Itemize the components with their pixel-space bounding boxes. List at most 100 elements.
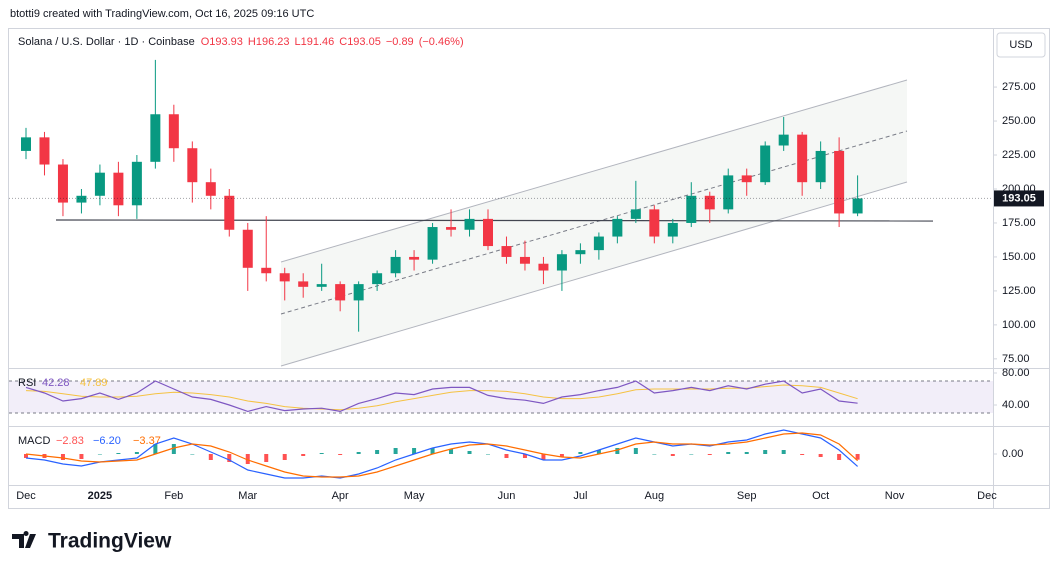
histogram-bar — [818, 454, 823, 457]
ohlc-value: −0.89 — [386, 36, 414, 48]
histogram-bar — [60, 454, 65, 460]
candle-body — [168, 114, 179, 149]
ohlc-value: L191.46 — [294, 36, 334, 48]
macd-value: −6.20 — [93, 435, 121, 447]
histogram-bar — [504, 454, 509, 458]
candle-body — [593, 236, 604, 251]
histogram-bar — [578, 452, 583, 454]
histogram-bar — [245, 454, 250, 464]
histogram-bar — [79, 454, 84, 459]
x-tick-label: Aug — [645, 490, 665, 502]
histogram-bar — [97, 454, 102, 455]
histogram-bar — [541, 454, 546, 460]
histogram-bar — [486, 454, 490, 455]
attribution: btotti9 created with TradingView.com, Oc… — [10, 8, 314, 20]
y-tick-label: 100.00 — [1002, 319, 1036, 331]
support-line — [55, 219, 934, 222]
candle-body — [704, 195, 715, 210]
x-tick-label: Sep — [737, 490, 757, 502]
y-tick-label: 125.00 — [1002, 285, 1036, 297]
x-tick-label: Jun — [498, 490, 516, 502]
x-tick-label: Dec — [977, 490, 997, 502]
histogram-bar — [338, 454, 343, 455]
y-tick-label: 40.00 — [1002, 399, 1030, 411]
candle-body — [205, 182, 216, 196]
candle-body — [834, 150, 845, 214]
candle-body — [113, 172, 124, 206]
candle-body — [224, 195, 235, 230]
ohlc-value: C193.05 — [339, 36, 381, 48]
candle-body — [427, 227, 438, 260]
histogram-bar — [855, 454, 860, 460]
histogram-bar — [319, 453, 324, 454]
rsi-band — [9, 381, 993, 413]
currency[interactable]: USD — [1009, 39, 1032, 51]
y-tick-label: 75.00 — [1002, 353, 1030, 365]
symbol-title: Solana / U.S. Dollar · 1D · Coinbase — [18, 36, 195, 48]
x-tick-label: 2025 — [88, 490, 112, 502]
histogram-bar — [134, 452, 139, 454]
logo-mark — [12, 531, 36, 548]
y-tick-label: 150.00 — [1002, 251, 1036, 263]
histogram-bar — [467, 451, 472, 454]
histogram-bar — [744, 452, 749, 454]
candle-body — [649, 209, 660, 237]
y-tick-label: 275.00 — [1002, 81, 1036, 93]
histogram-bar — [726, 452, 731, 454]
histogram-bar — [301, 454, 306, 456]
candle-body — [353, 284, 364, 301]
candle-body — [390, 256, 401, 274]
candle-body — [21, 137, 31, 151]
candle-body — [852, 198, 863, 214]
candle-body — [612, 218, 623, 237]
rsi-ma-value: 47.89 — [80, 377, 108, 389]
x-tick-label: Feb — [164, 490, 183, 502]
rsi-title: RSI — [18, 377, 36, 389]
channel-upper — [280, 79, 908, 263]
signal-line — [25, 432, 859, 478]
candle-body — [242, 229, 253, 268]
candle-body — [39, 137, 50, 165]
histogram-bar — [227, 454, 232, 462]
candle-body — [501, 246, 512, 257]
candle-body — [483, 218, 493, 247]
y-tick-label: 225.00 — [1002, 149, 1036, 161]
currency-button[interactable] — [996, 32, 1046, 58]
histogram-bar — [689, 454, 694, 455]
histogram-bar — [282, 454, 287, 460]
candle-body — [131, 161, 142, 206]
histogram-bar — [412, 448, 417, 454]
x-tick-label: May — [404, 490, 425, 502]
histogram-bar — [171, 444, 176, 454]
candle-body — [279, 273, 290, 282]
candle-body — [667, 222, 678, 237]
candle-body — [630, 209, 641, 219]
candle-body — [372, 273, 383, 285]
macd-title: MACD — [18, 435, 50, 447]
candle-body — [760, 145, 771, 183]
y-tick-label: 80.00 — [1002, 367, 1030, 379]
candle-body — [94, 172, 105, 196]
candle-body — [556, 254, 567, 271]
candle-body — [76, 195, 87, 203]
candle-body — [575, 250, 586, 255]
histogram-bar — [522, 454, 527, 458]
histogram-bar — [24, 454, 28, 458]
price-tag-label: 193.05 — [1002, 192, 1036, 204]
y-tick-label: 175.00 — [1002, 217, 1036, 229]
macd-hist-value: −2.83 — [56, 435, 84, 447]
candle-body — [464, 218, 475, 230]
x-tick-label: Apr — [332, 490, 349, 502]
macd-signal-value: −3.37 — [133, 435, 161, 447]
histogram-bar — [781, 450, 786, 454]
histogram-bar — [837, 454, 842, 460]
y-tick-label: 250.00 — [1002, 115, 1036, 127]
histogram-bar — [652, 454, 657, 455]
candle-body — [686, 195, 697, 223]
histogram-bar — [559, 454, 564, 457]
rsi-value: 42.28 — [42, 377, 70, 389]
histogram-bar — [264, 454, 269, 462]
channel-mid — [280, 130, 908, 315]
candle-body — [797, 134, 808, 183]
histogram-bar — [356, 452, 361, 454]
